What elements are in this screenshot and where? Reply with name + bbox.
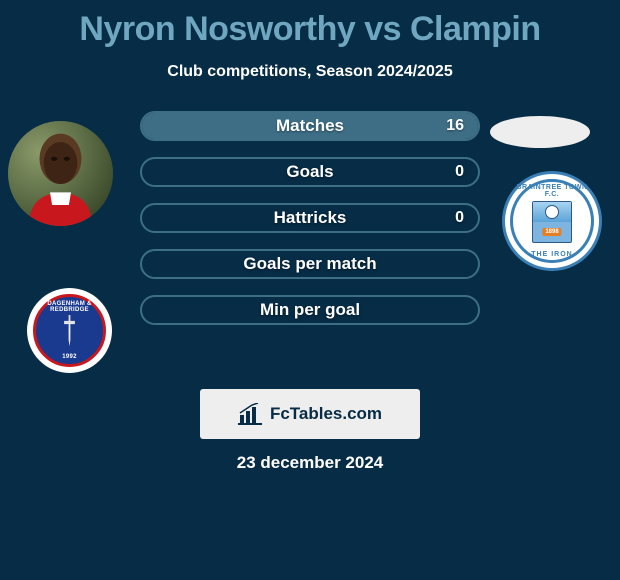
footer-date: 23 december 2024 [0,453,620,473]
stat-bars: Matches 16 Goals 0 Hattricks 0 Goals per match… [140,111,480,341]
stat-row: Hattricks 0 [140,203,480,233]
club-left-label-top: DAGENHAM & REDBRIDGE [36,301,103,313]
page-subtitle: Club competitions, Season 2024/2025 [0,63,620,81]
stat-row: Goals per match [140,249,480,279]
club-right-label-bot: THE IRON [513,251,591,258]
stat-label: Min per goal [260,300,360,320]
stat-row: Matches 16 [140,111,480,141]
stat-label: Goals [286,162,333,182]
club-right-label-top: BRAINTREE TOWN F.C. [513,184,591,198]
stat-row: Goals 0 [140,157,480,187]
club-left-badge: DAGENHAM & REDBRIDGE 1992 [27,288,112,373]
stat-label: Hattricks [274,208,347,228]
dagger-icon [61,315,79,347]
club-left-label-bot: 1992 [36,354,103,360]
club-right-badge: BRAINTREE TOWN F.C. 1898 THE IRON [502,171,602,271]
stat-value-right: 16 [446,117,464,135]
brand-logo: FcTables.com [200,389,420,439]
chart-icon [238,403,264,425]
stat-value-right: 0 [455,163,464,181]
comparison-area: DAGENHAM & REDBRIDGE 1992 BRAINTREE TOWN… [0,111,620,371]
player-left-photo [8,121,113,226]
pier-icon: 1898 [532,201,572,243]
stat-label: Goals per match [243,254,376,274]
brand-text: FcTables.com [270,404,382,424]
stat-value-right: 0 [455,209,464,227]
page-title: Nyron Nosworthy vs Clampin [0,0,620,49]
stat-row: Min per goal [140,295,480,325]
stat-label: Matches [276,116,344,136]
player-right-photo [490,116,590,148]
club-right-year: 1898 [542,228,561,236]
